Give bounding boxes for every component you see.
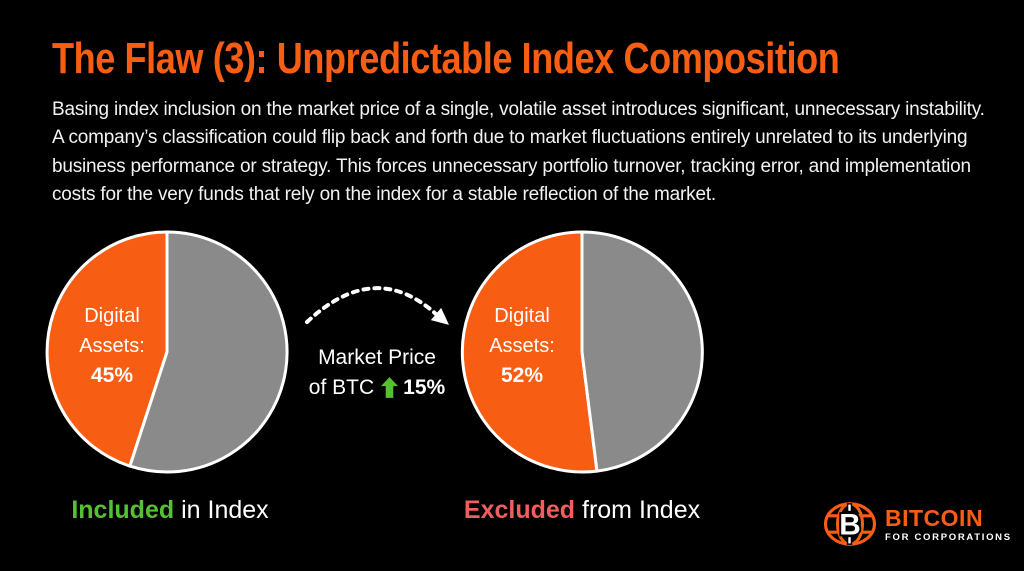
slice-label-line: Assets: (489, 335, 555, 357)
pie-chart-included (45, 230, 289, 474)
caption-excluded: Excluded from Index (412, 496, 752, 525)
up-arrow-icon (381, 377, 399, 398)
logo-subtitle: FOR CORPORATIONS (885, 531, 1012, 543)
slice-label-line: Digital (84, 305, 140, 327)
slice-label-line: Assets: (79, 335, 145, 357)
caption-highlight: Excluded (463, 496, 576, 524)
transition-line2: of BTC 15% (292, 373, 462, 403)
logo-brand: BITCOIN (885, 504, 984, 531)
logo-text: BITCOIN FOR CORPORATIONS (885, 506, 1012, 543)
slice-value-label: 52% (500, 364, 544, 387)
transition-value: 15% (403, 376, 446, 399)
pie-slice-label-included: Digital Assets: 45% (37, 301, 187, 391)
page-title: The Flaw (3): Unpredictable Index Compos… (52, 34, 840, 83)
curved-dashed-arrow-icon (305, 286, 450, 325)
bitcoin-globe-icon: B (823, 502, 877, 546)
caption-highlight: Included (71, 496, 175, 524)
transition-annotation: Market Price of BTC 15% (292, 343, 462, 403)
pie-slice-label-excluded: Digital Assets: 52% (447, 301, 597, 391)
bfc-logo: B BITCOIN FOR CORPORATIONS (823, 500, 1012, 548)
pie-chart-excluded (460, 230, 704, 474)
slice-label-line: Digital (494, 305, 550, 327)
caption-rest: from Index (582, 496, 701, 524)
transition-prefix: of BTC (308, 376, 375, 399)
body-paragraph: Basing index inclusion on the market pri… (52, 99, 985, 206)
caption-included: Included in Index (0, 496, 340, 525)
transition-line1: Market Price (318, 346, 436, 369)
svg-text:B: B (839, 509, 861, 542)
caption-rest: in Index (181, 496, 269, 524)
slice-value-label: 45% (90, 364, 134, 387)
